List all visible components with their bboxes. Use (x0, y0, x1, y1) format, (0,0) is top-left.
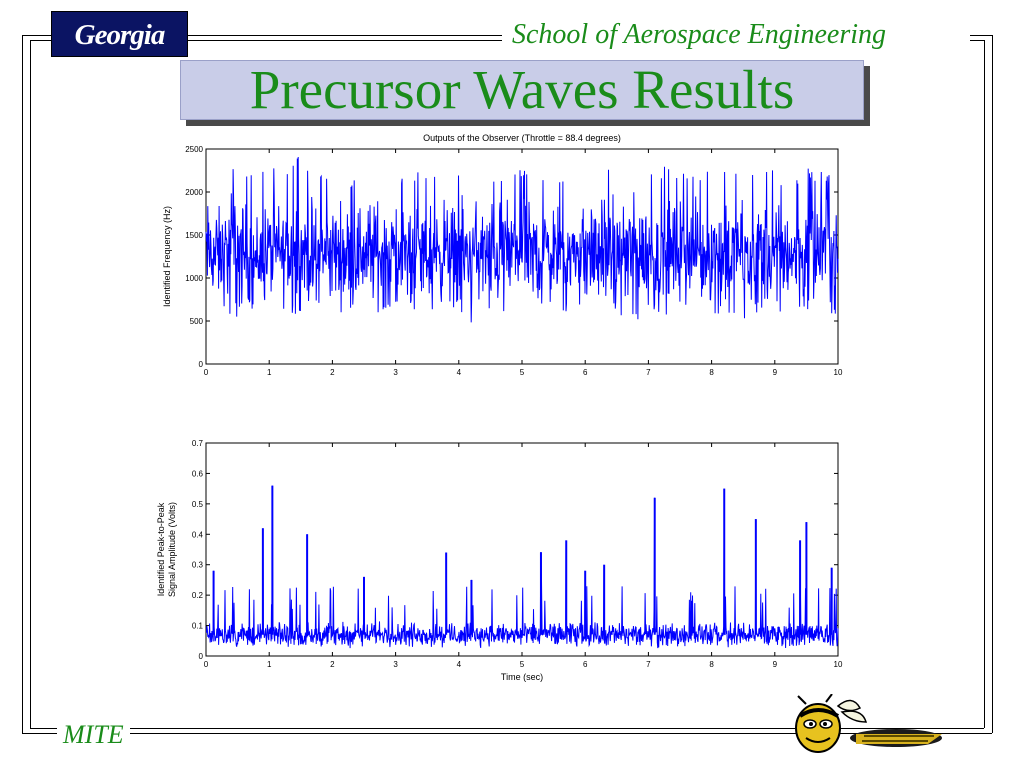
frame-bottom-line-inner (30, 728, 984, 729)
x-tick-label: 7 (646, 660, 651, 669)
frame-top-right-line-inner (970, 40, 984, 41)
frame-right-line (992, 35, 993, 733)
mite-label: MITE (57, 718, 130, 752)
amplitude-series-line (205, 485, 839, 649)
y-tick-label: 0 (199, 652, 204, 661)
georgia-tech-logo: Georgia Tech (51, 11, 188, 97)
x-tick-label: 7 (646, 368, 651, 377)
yellow-jacket-mascot-icon (795, 694, 942, 753)
frequency-chart: 0 1 2 3 4 5 6 7 8 9 10 0 500 1000 1500 2000 2500 Outputs … (150, 126, 870, 388)
frequency-series-line (205, 156, 839, 323)
x-tick-label: 8 (709, 368, 714, 377)
x-axis-label: Time (sec) (501, 672, 543, 682)
x-tick-label: 0 (204, 368, 209, 377)
x-tick-label: 10 (834, 368, 843, 377)
x-tick-label: 1 (267, 660, 272, 669)
y-tick-label: 1000 (185, 274, 203, 283)
frame-left-line-inner (30, 40, 31, 728)
x-tick-label: 4 (457, 660, 462, 669)
frame-top-right-line (970, 35, 992, 36)
x-tick-label: 5 (520, 660, 525, 669)
x-tick-label: 2 (330, 660, 335, 669)
y-tick-label: 0.3 (192, 561, 204, 570)
y-tick-label: 0.6 (192, 469, 204, 478)
school-name: School of Aerospace Engineering (506, 15, 970, 55)
x-tick-label: 8 (709, 660, 714, 669)
amplitude-chart: 0 1 2 3 4 5 6 7 8 9 10 0 0.1 0.2 0.3 0.4 0.5 0.6 0.7 Time (… (150, 432, 870, 694)
x-tick-label: 9 (773, 660, 778, 669)
y-tick-label: 2000 (185, 188, 203, 197)
x-tick-label: 3 (393, 660, 398, 669)
y-tick-label: 2500 (185, 145, 203, 154)
x-tick-label: 6 (583, 660, 588, 669)
chart-title: Outputs of the Observer (Throttle = 88.4… (423, 133, 621, 143)
y-tick-label: 0 (199, 360, 204, 369)
frame-top-line-inner (30, 40, 502, 41)
x-tick-label: 6 (583, 368, 588, 377)
x-tick-label: 0 (204, 660, 209, 669)
frame-bottom-line (22, 733, 992, 734)
slide-title: Precursor Waves Results (249, 59, 795, 120)
y-axis-label: Identified Frequency (Hz) (162, 206, 172, 307)
x-tick-label: 3 (393, 368, 398, 377)
y-tick-label: 1500 (185, 231, 203, 240)
x-tick-label: 4 (457, 368, 462, 377)
y-axis-label-line2: Signal Amplitude (Volts) (167, 502, 177, 597)
x-tick-label: 1 (267, 368, 272, 377)
y-tick-label: 500 (190, 317, 204, 326)
y-tick-label: 0.2 (192, 591, 204, 600)
x-tick-label: 5 (520, 368, 525, 377)
y-tick-label: 0.5 (192, 500, 204, 509)
frame-left-line (22, 35, 23, 733)
y-axis-label-line1: Identified Peak-to-Peak (156, 502, 166, 596)
x-tick-label: 10 (834, 660, 843, 669)
frame-right-line-inner (984, 40, 985, 728)
y-tick-label: 0.7 (192, 439, 204, 448)
frame-top-line (22, 35, 502, 36)
amplitude-chart-svg: 0 1 2 3 4 5 6 7 8 9 10 0 0.1 0.2 0.3 0.4 0.5 0.6 0.7 Time (… (156, 439, 843, 682)
title-box (180, 60, 864, 120)
frequency-chart-svg: 0 1 2 3 4 5 6 7 8 9 10 0 500 1000 1500 2000 2500 Outputs … (162, 133, 843, 377)
y-tick-label: 0.4 (192, 530, 204, 539)
x-tick-label: 9 (773, 368, 778, 377)
y-tick-label: 0.1 (192, 622, 204, 631)
x-tick-label: 2 (330, 368, 335, 377)
